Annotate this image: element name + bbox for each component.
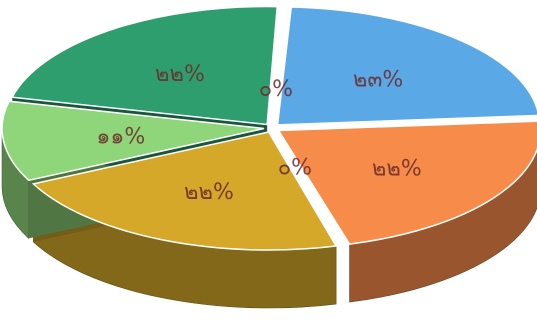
slice-label-4: ๑๑% xyxy=(96,125,145,150)
pie-tops xyxy=(1,5,537,251)
slice-label-2: ๐% xyxy=(278,155,312,180)
slice-label-6: ๐% xyxy=(259,77,293,102)
slice-label-5: ๒๒% xyxy=(155,62,205,87)
pie-slice-3 xyxy=(31,131,338,251)
slice-label-3: ๒๒% xyxy=(184,180,234,205)
slice-label-1: ๒๒% xyxy=(372,157,422,182)
pie-slice-4 xyxy=(1,100,265,182)
pie-labels: ๒๓% ๒๒% ๐% ๒๒% ๑๑% ๒๒% ๐% xyxy=(96,62,421,205)
pie-slice-1 xyxy=(277,120,537,245)
pie-slice-5 xyxy=(11,5,279,126)
slice-label-0: ๒๓% xyxy=(353,67,403,92)
pie-slice-0 xyxy=(276,6,537,126)
